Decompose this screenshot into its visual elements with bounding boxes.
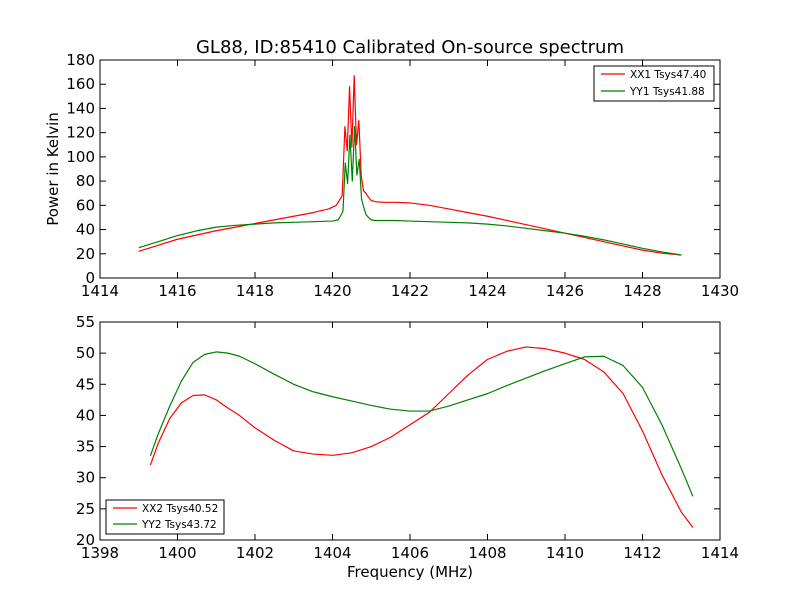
bottom-y-tick-label: 25 [76, 500, 95, 518]
bottom-axis-ticks: 1398 1400 1402 1404 1406 1408 1410 1412 1414 20 25… [76, 313, 739, 562]
bottom-legend-label-xx2: XX2 Tsys40.52 [142, 503, 218, 515]
top-chart-panel: GL88, ID:85410 Calibrated On-source spec… [44, 37, 739, 300]
bottom-x-tick-label: 1408 [468, 544, 506, 562]
top-y-tick-label: 40 [76, 221, 95, 239]
top-legend: XX1 Tsys47.40 YY1 Tsys41.88 [593, 65, 715, 102]
bottom-legend: XX2 Tsys40.52 YY2 Tsys43.72 [105, 499, 225, 535]
bottom-series-line-xx2 [149, 346, 694, 528]
top-series-line-yy1 [138, 126, 682, 256]
top-axis-ticks: 1414 1416 1418 1420 1422 1424 1426 1428 1430 0 20 4… [66, 51, 739, 300]
bottom-x-tick-label: 1398 [81, 544, 119, 562]
bottom-chart-panel: Frequency (MHz) 1398 1400 1402 1404 1406 1408… [76, 313, 739, 581]
top-series-line-xx1 [138, 75, 682, 256]
top-x-tick-label: 1428 [623, 282, 661, 300]
top-y-tick-label: 120 [66, 124, 95, 142]
top-legend-box [593, 65, 715, 102]
chart-title: GL88, ID:85410 Calibrated On-source spec… [196, 37, 624, 58]
top-legend-label-yy1: YY1 Tsys41.88 [629, 86, 705, 98]
top-y-tick-label: 180 [66, 51, 95, 69]
top-y-tick-label: 160 [66, 75, 95, 93]
bottom-x-tick-label: 1410 [546, 544, 584, 562]
bottom-y-tick-label: 20 [76, 531, 95, 549]
bottom-y-tick-label: 55 [76, 313, 95, 331]
bottom-x-axis-label: Frequency (MHz) [347, 563, 473, 581]
bottom-x-tick-label: 1414 [701, 544, 739, 562]
top-x-tick-label: 1424 [468, 282, 506, 300]
bottom-legend-box [105, 499, 225, 535]
bottom-plot-area [149, 346, 694, 528]
top-x-tick-label: 1416 [158, 282, 196, 300]
top-y-tick-label: 100 [66, 148, 95, 166]
bottom-x-tick-label: 1406 [391, 544, 429, 562]
top-plot-area [138, 75, 682, 256]
top-x-tick-label: 1422 [391, 282, 429, 300]
top-y-tick-label: 0 [85, 269, 95, 287]
top-legend-label-xx1: XX1 Tsys47.40 [630, 69, 706, 81]
bottom-x-tick-label: 1400 [158, 544, 196, 562]
bottom-series-line-yy2 [149, 351, 694, 497]
bottom-x-tick-label: 1402 [236, 544, 274, 562]
bottom-x-tick-label: 1404 [313, 544, 351, 562]
top-x-tick-label: 1418 [236, 282, 274, 300]
top-x-tick-label: 1414 [81, 282, 119, 300]
top-x-tick-label: 1430 [701, 282, 739, 300]
top-y-tick-label: 140 [66, 99, 95, 117]
bottom-y-tick-label: 40 [76, 406, 95, 424]
bottom-y-tick-label: 45 [76, 375, 95, 393]
top-y-tick-label: 80 [76, 172, 95, 190]
bottom-legend-label-yy2: YY2 Tsys43.72 [141, 519, 217, 531]
bottom-x-tick-label: 1412 [623, 544, 661, 562]
top-y-tick-label: 20 [76, 245, 95, 263]
top-y-axis-label: Power in Kelvin [44, 112, 62, 226]
top-y-tick-label: 60 [76, 196, 95, 214]
top-x-tick-label: 1426 [546, 282, 584, 300]
bottom-y-tick-label: 30 [76, 469, 95, 487]
top-x-tick-label: 1420 [313, 282, 351, 300]
bottom-y-tick-label: 35 [76, 438, 95, 456]
bottom-y-tick-label: 50 [76, 344, 95, 362]
